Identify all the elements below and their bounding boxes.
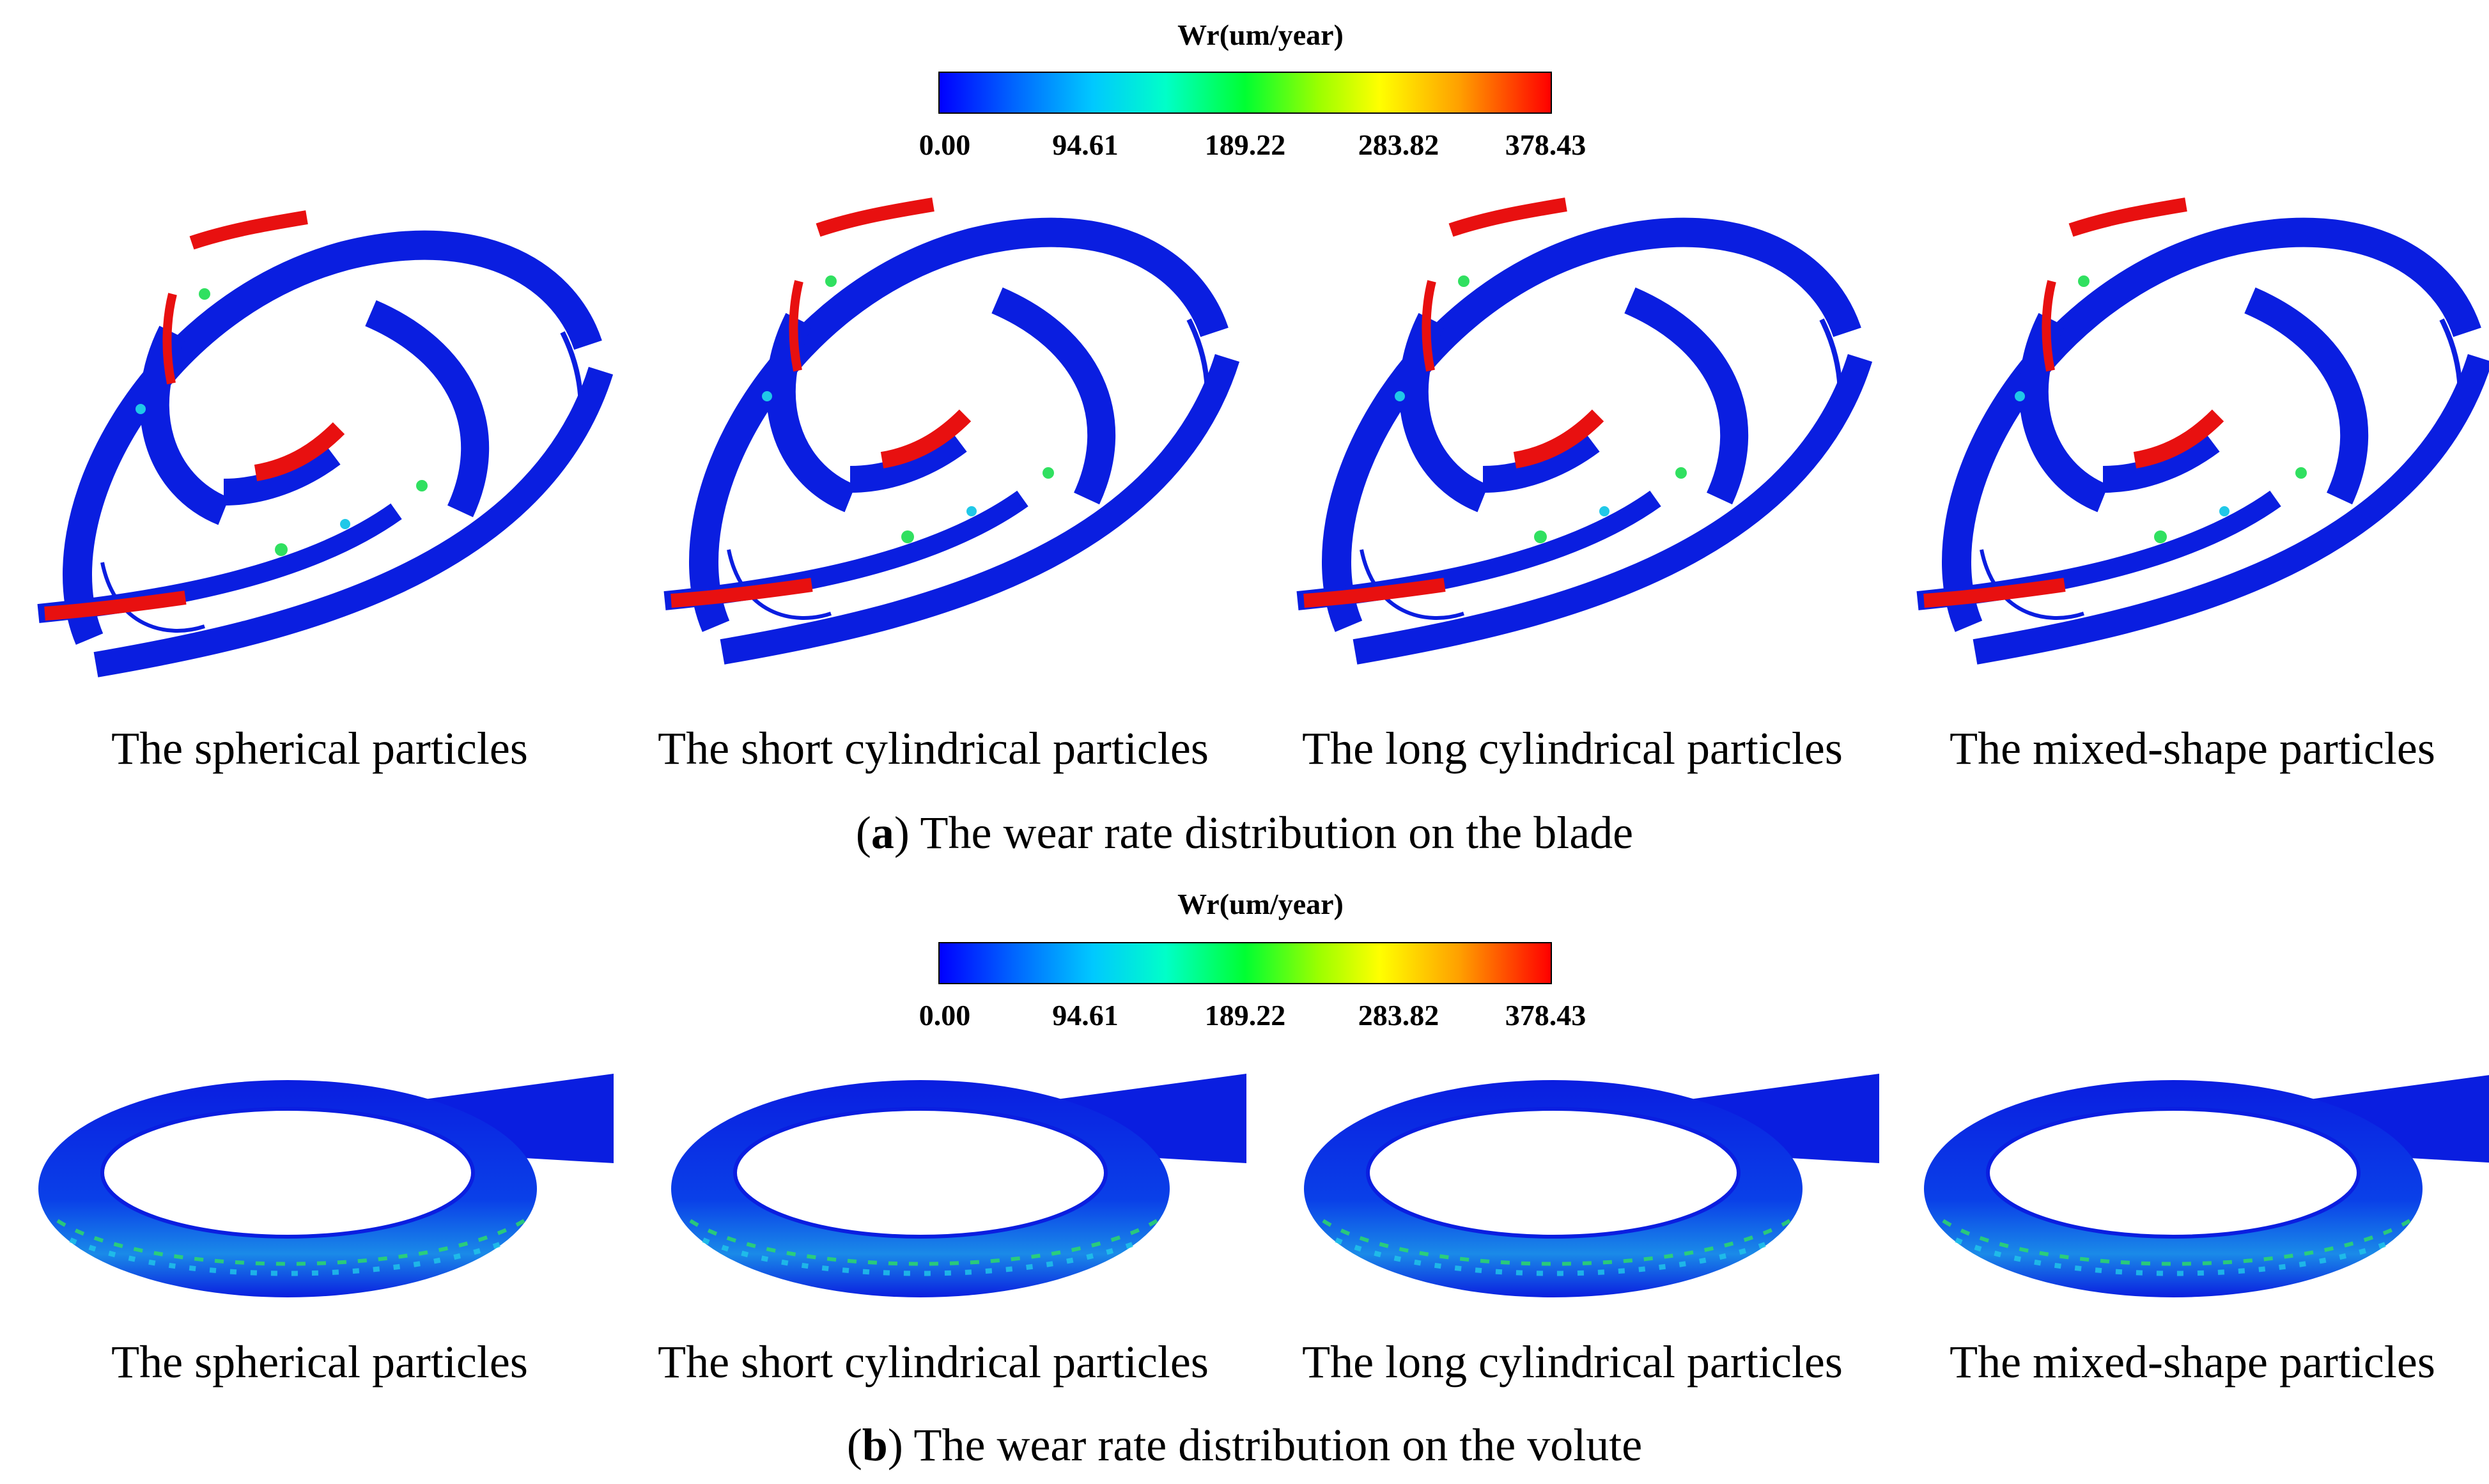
blade-short-cylindrical <box>665 205 1227 652</box>
colorbar-title: Wr(um/year) <box>1177 888 1344 920</box>
colorbar-tick: 283.82 <box>1358 999 1439 1032</box>
colorbar-tick: 283.82 <box>1358 128 1439 161</box>
label-spherical-a: The spherical particles <box>111 723 528 774</box>
caption-a-letter: a <box>871 807 894 858</box>
label-long-cylindrical-b: The long cylindrical particles <box>1302 1336 1843 1387</box>
colorbar-tick: 94.61 <box>1052 128 1119 161</box>
volute-figures <box>0 1042 2489 1310</box>
blade-figures <box>0 205 2489 690</box>
blade-long-cylindrical <box>1298 205 1860 652</box>
colorbar-tick: 189.22 <box>1204 128 1286 161</box>
colorbar-gradient <box>938 72 1552 114</box>
colorbar-tick: 0.00 <box>919 128 971 161</box>
caption-a: (a) The wear rate distribution on the bl… <box>855 807 1634 858</box>
caption-b: (b) The wear rate distribution on the vo… <box>846 1419 1643 1471</box>
volute-short-cylindrical <box>671 1074 1246 1297</box>
colorbar-tick: 0.00 <box>919 999 971 1032</box>
caption-b-letter: b <box>862 1419 888 1471</box>
colorbar-tick: 189.22 <box>1204 999 1286 1032</box>
colorbar-gradient <box>938 942 1552 984</box>
label-mixed-shape-b: The mixed-shape particles <box>1950 1336 2435 1387</box>
label-long-cylindrical-a: The long cylindrical particles <box>1302 723 1843 774</box>
label-short-cylindrical-a: The short cylindrical particles <box>658 723 1209 774</box>
colorbar-tick: 94.61 <box>1052 999 1119 1032</box>
volute-long-cylindrical <box>1304 1074 1879 1297</box>
label-mixed-shape-a: The mixed-shape particles <box>1950 723 2435 774</box>
colorbar-tick: 378.43 <box>1505 128 1586 161</box>
label-spherical-b: The spherical particles <box>111 1336 528 1387</box>
colorbar-tick: 378.43 <box>1505 999 1586 1032</box>
volute-spherical <box>38 1074 614 1297</box>
colorbar-title: Wr(um/year) <box>1177 19 1344 51</box>
label-short-cylindrical-b: The short cylindrical particles <box>658 1336 1209 1387</box>
blade-spherical <box>38 217 601 665</box>
blade-mixed-shape <box>1918 205 2480 652</box>
volute-mixed-shape <box>1924 1074 2489 1297</box>
